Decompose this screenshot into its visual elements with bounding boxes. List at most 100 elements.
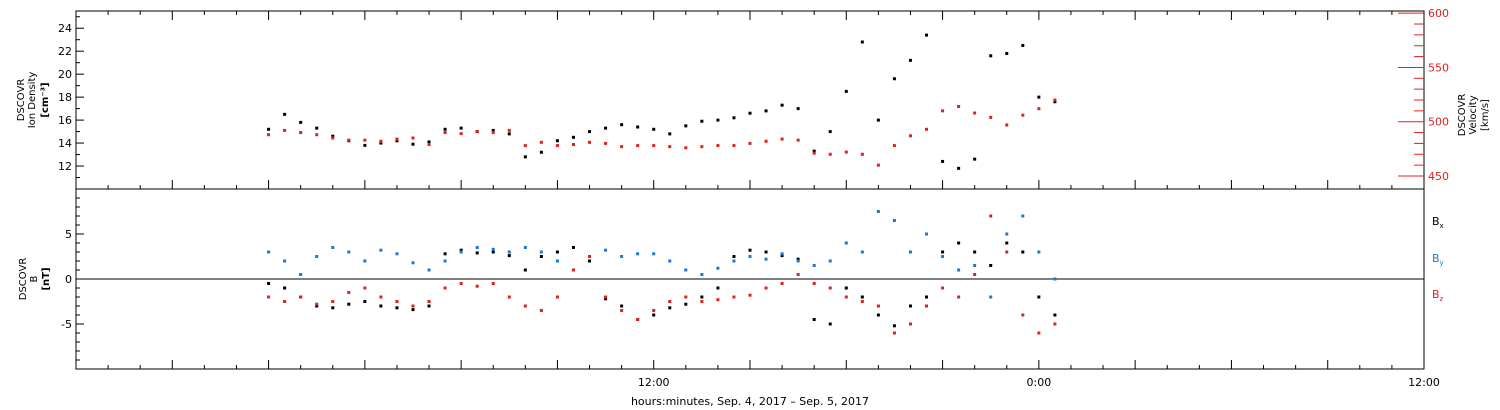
bottom-ylabel: DSCOVR B [nT] [18, 258, 52, 301]
bz-point [604, 295, 608, 299]
bx-point [331, 306, 335, 310]
velocity-point [796, 138, 800, 142]
bx-point [957, 241, 961, 245]
density-point [1053, 100, 1057, 104]
velocity-point [700, 145, 704, 149]
y-tick-label-top: 22 [58, 45, 72, 58]
velocity-point [523, 144, 527, 148]
by-point [299, 273, 303, 276]
by-point [941, 255, 945, 258]
bx-point [443, 252, 447, 256]
density-point [684, 124, 688, 128]
bx-point [876, 313, 880, 317]
velocity-point [668, 145, 672, 149]
bx-point [844, 286, 848, 290]
by-point [1053, 277, 1057, 281]
y2-tick-label-top: 600 [1428, 7, 1449, 20]
velocity-point [764, 139, 768, 143]
density-point [973, 157, 977, 161]
bz-point [347, 291, 351, 294]
by-point [283, 259, 287, 263]
density-point [941, 159, 945, 163]
density-point [363, 143, 367, 147]
density-point [459, 126, 463, 130]
by-point [860, 250, 864, 254]
by-point [732, 259, 736, 263]
velocity-series [267, 98, 1057, 167]
bz-point [684, 295, 688, 299]
bx-point [475, 251, 479, 255]
by-point [347, 250, 351, 254]
bx-point [1021, 250, 1025, 254]
velocity-point [844, 150, 848, 154]
by-point [989, 295, 993, 299]
density-point [716, 118, 720, 122]
density-point [443, 127, 447, 131]
by-point [443, 259, 447, 263]
velocity-point [555, 144, 559, 148]
density-point [315, 126, 319, 130]
x-tick-label: 12:00 [1408, 376, 1440, 389]
tick-marks [75, 11, 1425, 369]
top-y2label-line1: DSCOVR [1457, 94, 1468, 137]
by-point [973, 264, 977, 267]
by-point [668, 259, 672, 263]
by-point [315, 255, 319, 258]
by-point [539, 250, 543, 254]
velocity-point [427, 143, 431, 146]
velocity-point [780, 137, 784, 141]
bz-point [427, 300, 431, 303]
bx-point [507, 254, 511, 258]
velocity-point [716, 144, 720, 148]
by-point [604, 248, 608, 252]
density-point [892, 77, 896, 81]
by-point [876, 210, 880, 213]
velocity-point [941, 109, 945, 113]
velocity-point [331, 136, 335, 140]
by-point [475, 246, 479, 249]
data-points [267, 33, 1057, 335]
velocity-point [315, 133, 319, 137]
velocity-point [267, 133, 271, 137]
density-point [860, 40, 864, 44]
velocity-point [973, 111, 977, 115]
bottom-ylabel-line1: DSCOVR [18, 258, 29, 301]
bz-point [732, 295, 736, 299]
bottom-ylabel-line2: B [29, 275, 40, 282]
bx-point [1005, 241, 1009, 245]
velocity-point [443, 131, 447, 135]
y-tick-label-bottom: 0 [65, 273, 72, 286]
bz-point [299, 295, 303, 299]
by-point [684, 268, 688, 272]
bz-point [267, 295, 271, 299]
by-point [636, 252, 640, 256]
bz-point [925, 304, 929, 308]
bz-point [828, 286, 832, 290]
top-y2label-line2: Velocity [1468, 95, 1479, 134]
bz-point [523, 304, 527, 308]
bx-point [668, 306, 672, 310]
density-point [523, 155, 527, 159]
by-point [796, 259, 800, 263]
bz-point [796, 273, 800, 276]
top-y2label: DSCOVR Velocity [km/s] [1457, 94, 1491, 137]
velocity-point [411, 136, 415, 140]
by-point [555, 259, 559, 263]
bx-point [716, 286, 720, 290]
density-point [620, 123, 624, 127]
density-point [555, 139, 559, 143]
bx-point [684, 302, 688, 306]
bx-point [941, 250, 945, 254]
by-point [892, 219, 896, 222]
bz-series [267, 214, 1057, 335]
bx-point [555, 250, 559, 254]
density-point [844, 89, 848, 93]
bz-point [941, 286, 945, 290]
top-ylabel-line2: Ion Density [27, 72, 38, 129]
velocity-point [652, 144, 656, 148]
density-point [283, 112, 287, 116]
bx-point [828, 322, 832, 326]
bz-point [636, 318, 640, 321]
velocity-point [475, 129, 479, 133]
